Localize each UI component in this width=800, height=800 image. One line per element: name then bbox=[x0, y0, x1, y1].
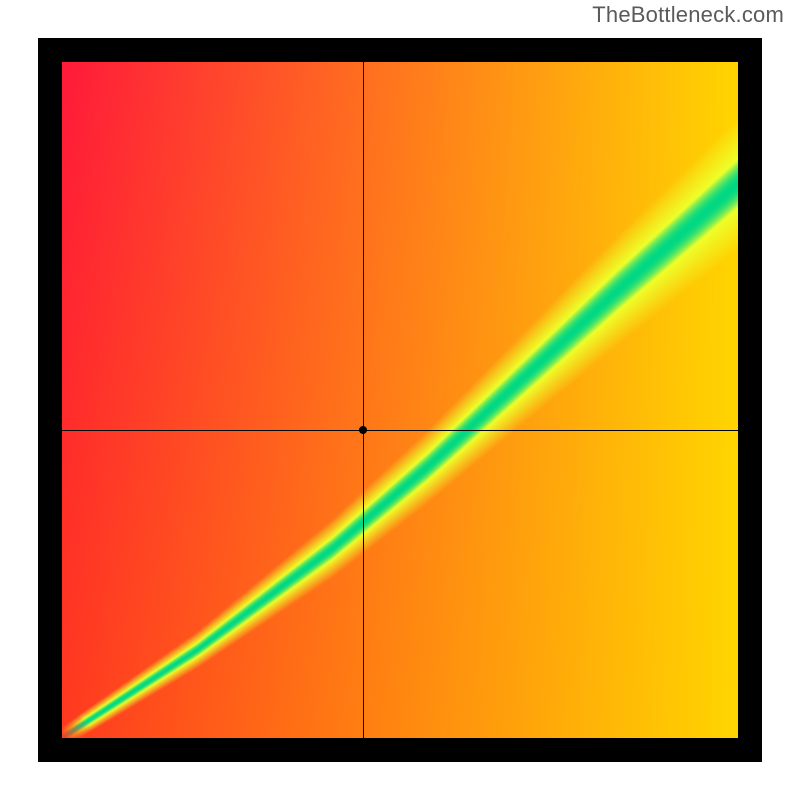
chart-container: TheBottleneck.com bbox=[0, 0, 800, 800]
heatmap-canvas bbox=[62, 62, 738, 738]
heatmap-plot bbox=[62, 62, 738, 738]
plot-frame bbox=[38, 38, 762, 762]
watermark-text: TheBottleneck.com bbox=[592, 2, 784, 28]
